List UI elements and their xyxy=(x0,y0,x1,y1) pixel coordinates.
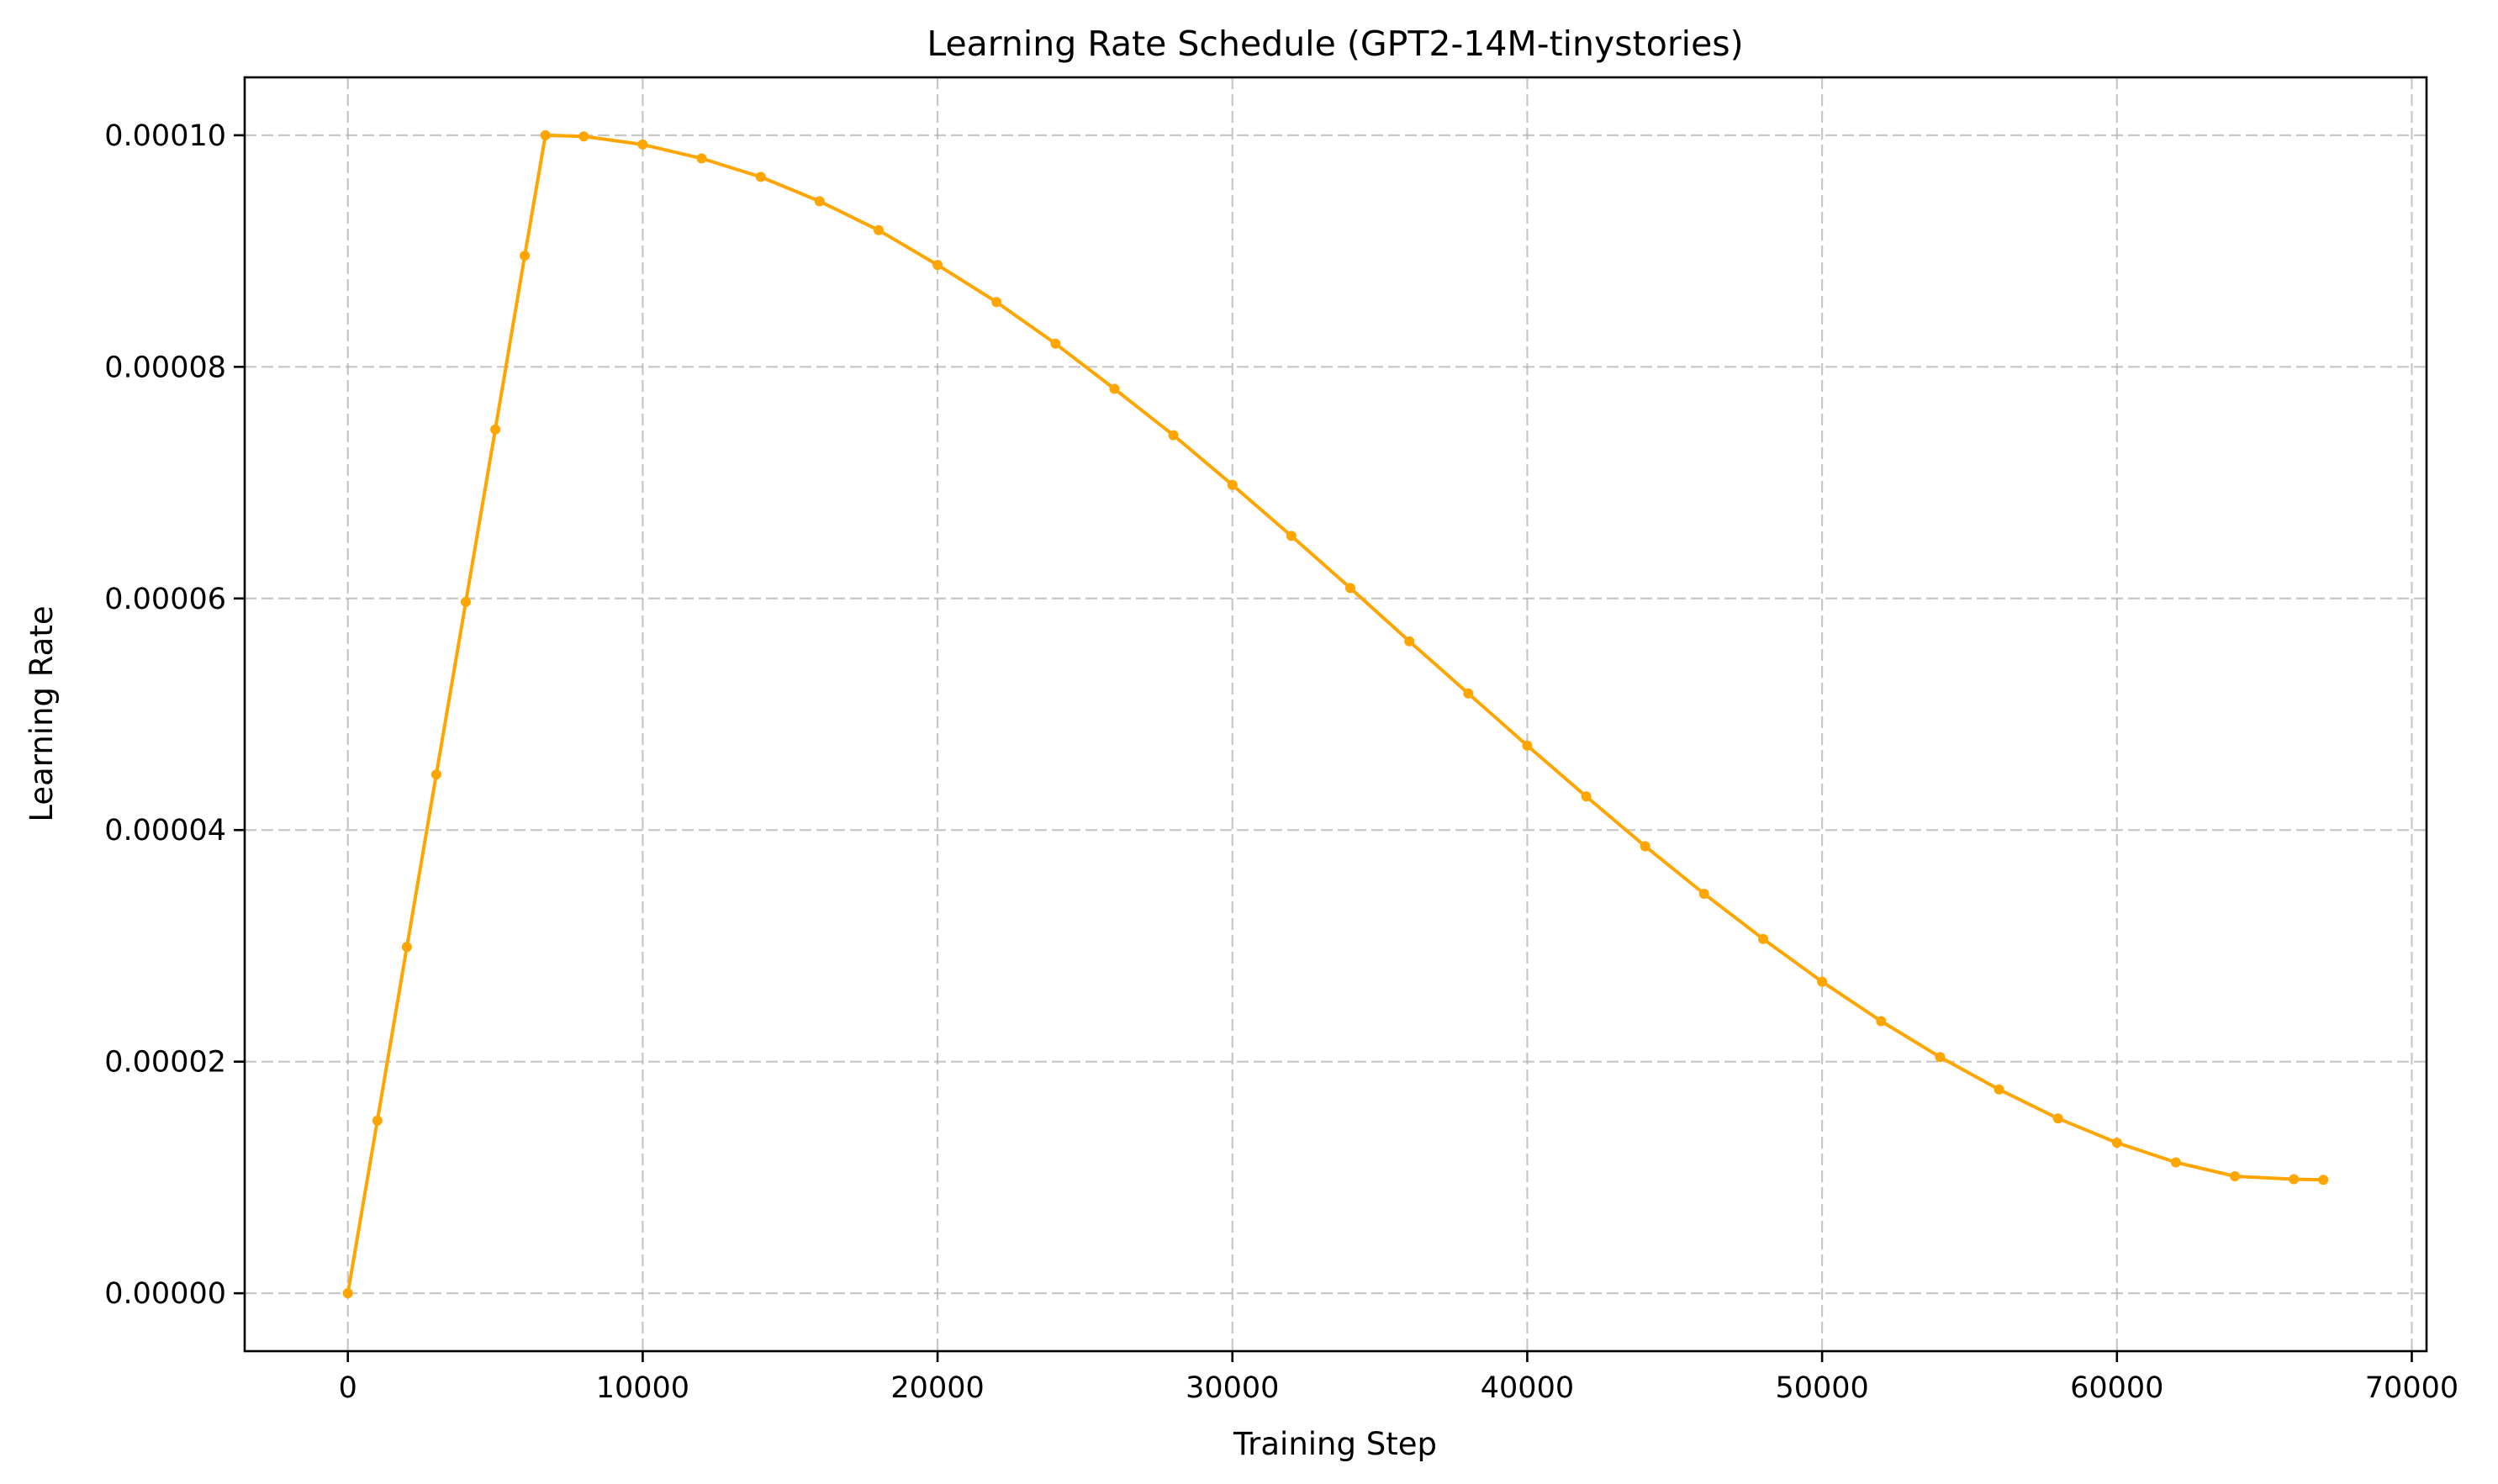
data-point xyxy=(342,1288,353,1299)
data-point xyxy=(696,153,707,164)
y-tick-label: 0.00004 xyxy=(104,814,226,848)
data-point xyxy=(874,224,884,235)
data-point xyxy=(578,131,589,142)
data-point xyxy=(1758,933,1768,944)
data-point xyxy=(1876,1016,1887,1027)
data-point xyxy=(932,260,943,271)
data-point xyxy=(637,139,648,150)
data-point xyxy=(1286,531,1297,541)
data-point xyxy=(1404,636,1415,647)
series-layer xyxy=(342,129,2329,1299)
chart-title: Learning Rate Schedule (GPT2-14M-tinysto… xyxy=(927,24,1743,64)
x-tick-label: 0 xyxy=(339,1371,357,1405)
data-point xyxy=(2289,1174,2300,1185)
data-point xyxy=(991,297,1002,308)
y-tick-label: 0.00008 xyxy=(104,351,226,384)
axis-ticks: 0 10000 20000 30000 40000 50000 60000 70000 0.00… xyxy=(104,119,2458,1405)
data-point xyxy=(430,769,441,780)
data-point xyxy=(2230,1171,2241,1181)
data-point xyxy=(814,196,825,207)
data-point xyxy=(372,1115,383,1126)
x-tick-label: 50000 xyxy=(1775,1371,1868,1405)
data-point xyxy=(1109,383,1120,394)
y-tick-label: 0.00002 xyxy=(104,1046,226,1080)
data-point xyxy=(461,596,471,607)
data-point xyxy=(2170,1157,2181,1168)
x-tick-label: 10000 xyxy=(596,1371,689,1405)
data-point xyxy=(1581,791,1592,802)
x-axis-label: Training Step xyxy=(1233,1426,1437,1462)
data-point xyxy=(1463,688,1474,699)
data-point xyxy=(2318,1175,2329,1186)
data-point xyxy=(2111,1138,2122,1149)
x-tick-label: 40000 xyxy=(1481,1371,1574,1405)
data-point xyxy=(1698,889,1709,899)
data-point xyxy=(1050,338,1061,349)
data-point xyxy=(1227,479,1238,490)
data-point xyxy=(1168,430,1179,441)
x-tick-label: 60000 xyxy=(2070,1371,2163,1405)
data-point xyxy=(1935,1052,1946,1063)
data-point xyxy=(1522,740,1533,751)
data-point xyxy=(540,129,551,140)
y-tick-label: 0.00010 xyxy=(104,119,226,153)
data-point xyxy=(1345,583,1355,594)
data-point xyxy=(2052,1113,2063,1124)
plot-frame xyxy=(243,76,2428,1353)
y-tick-label: 0.00006 xyxy=(104,583,226,616)
data-point xyxy=(490,424,501,435)
data-point xyxy=(755,172,766,182)
data-point xyxy=(520,251,531,261)
data-point xyxy=(1640,841,1650,852)
x-tick-label: 30000 xyxy=(1186,1371,1279,1405)
y-tick-label: 0.00000 xyxy=(104,1277,226,1311)
data-point xyxy=(1994,1084,2004,1095)
data-point xyxy=(401,942,412,953)
data-point xyxy=(1817,976,1828,987)
x-tick-label: 20000 xyxy=(890,1371,984,1405)
y-axis-label: Learning Rate xyxy=(24,605,60,821)
x-tick-label: 70000 xyxy=(2365,1371,2458,1405)
